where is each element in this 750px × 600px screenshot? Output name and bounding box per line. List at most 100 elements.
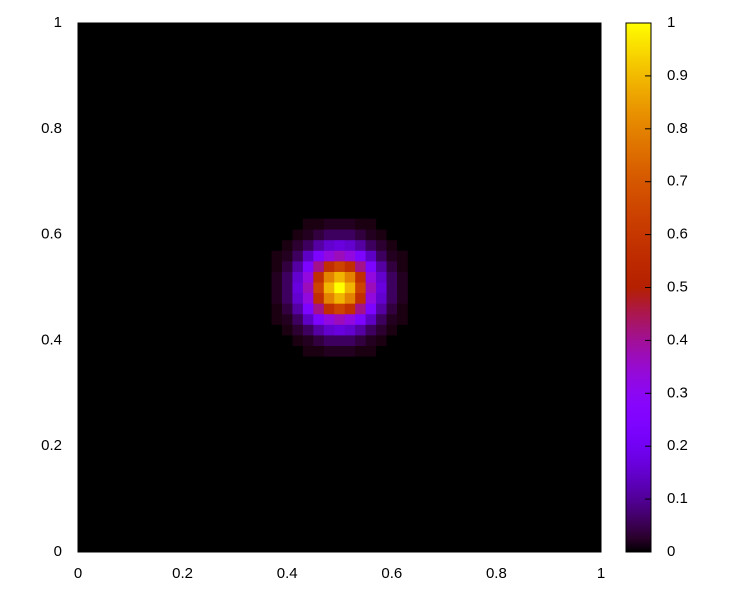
x-tick-label: 0 [74, 565, 82, 582]
heatmap-cell [281, 271, 293, 283]
heatmap-cell [355, 292, 366, 304]
heatmap-cell [334, 335, 346, 346]
x-tick-label: 1 [597, 565, 605, 582]
heatmap-cell [376, 292, 387, 304]
heatmap-cell [365, 229, 377, 241]
heatmap-cell [302, 345, 314, 357]
x-tick-label: 0.8 [486, 565, 507, 582]
heatmap-cell [355, 218, 366, 230]
heatmap-cell [334, 271, 346, 283]
heatmap-cell [397, 345, 408, 357]
heatmap-cell [302, 229, 314, 241]
heatmap-cell [376, 239, 387, 251]
heatmap-cell [271, 250, 283, 262]
heatmap-cell [323, 239, 335, 251]
colorbar-tick-label: 0.8 [667, 120, 688, 137]
heatmap-cell [281, 324, 293, 336]
heatmap-cell [397, 313, 408, 325]
heatmap-cell [344, 250, 356, 262]
heatmap-cell [323, 324, 335, 336]
heatmap-cell [281, 313, 293, 325]
colorbar-tick-label: 0.4 [667, 331, 688, 348]
colorbar-tick-label: 0.7 [667, 173, 688, 190]
heatmap-cell [365, 218, 377, 230]
x-tick-label: 0.6 [381, 565, 402, 582]
heatmap-cell [386, 261, 398, 272]
heatmap-cell [334, 229, 346, 241]
heatmap-cell [355, 229, 366, 241]
heatmap-cell [397, 218, 408, 230]
y-tick-label: 0 [54, 543, 62, 560]
heatmap-cell [397, 229, 408, 241]
heatmap-cell [376, 303, 387, 315]
heatmap-cell [334, 239, 346, 251]
heatmap-cell [334, 313, 346, 325]
heatmap-cell [292, 271, 304, 283]
heatmap-cell [344, 229, 356, 241]
heatmap-cell [323, 250, 335, 262]
heatmap-cell [334, 292, 346, 304]
heatmap-cell [271, 324, 283, 336]
heatmap-cell [271, 239, 283, 251]
heatmap-cell [376, 335, 387, 346]
heatmap-cell [313, 313, 325, 325]
heatmap-cell [281, 218, 293, 230]
heatmap-cell [355, 261, 366, 272]
heatmap-cell [323, 218, 335, 230]
heatmap-cell [302, 335, 314, 346]
heatmap-cell [365, 292, 377, 304]
heatmap-cell [365, 282, 377, 294]
heatmap-cell [292, 239, 304, 251]
heatmap-cell [313, 335, 325, 346]
heatmap-cell [386, 303, 398, 315]
heatmap-cell [313, 261, 325, 272]
heatmap-cell [344, 271, 356, 283]
heatmap-cell [386, 345, 398, 357]
heatmap-cell [344, 239, 356, 251]
heatmap-cell [302, 324, 314, 336]
heatmap-cell [355, 324, 366, 336]
heatmap-cell [302, 292, 314, 304]
heatmap-cell [313, 239, 325, 251]
heatmap-cell [397, 335, 408, 346]
heatmap-cell [386, 282, 398, 294]
colorbar-tick-label: 1 [667, 14, 675, 31]
heatmap-cell [313, 324, 325, 336]
heatmap-cell [355, 313, 366, 325]
heatmap-cell [313, 303, 325, 315]
y-tick-label: 0.2 [41, 437, 62, 454]
heatmap-cell [334, 345, 346, 357]
heatmap-cell [302, 313, 314, 325]
heatmap-cell [281, 292, 293, 304]
heatmap-cell [365, 261, 377, 272]
heatmap-cell [355, 239, 366, 251]
heatmap-cell [365, 313, 377, 325]
heatmap-cell [376, 261, 387, 272]
heatmap-cell [386, 335, 398, 346]
heatmap-cell [313, 218, 325, 230]
heatmap-cell [292, 250, 304, 262]
heatmap-cell [302, 303, 314, 315]
heatmap-cell [281, 303, 293, 315]
heatmap-cell [386, 292, 398, 304]
heatmap-cell [386, 271, 398, 283]
heatmap-cell [365, 250, 377, 262]
heatmap-cell [365, 335, 377, 346]
heatmap-cell [376, 229, 387, 241]
heatmap-cell [271, 313, 283, 325]
heatmap-cell [334, 303, 346, 315]
heatmap-cell [386, 239, 398, 251]
colorbar-tick-label: 0.3 [667, 384, 688, 401]
heatmap-cell [397, 250, 408, 262]
heatmap-cell [271, 292, 283, 304]
plot-border [77, 22, 602, 553]
heatmap-cell [281, 261, 293, 272]
heatmap-cell [281, 335, 293, 346]
heatmap-cell [313, 250, 325, 262]
heatmap-cell [397, 303, 408, 315]
heatmap-cell [365, 303, 377, 315]
heatmap-cell [292, 335, 304, 346]
heatmap-cell [376, 345, 387, 357]
heatmap-cell [334, 324, 346, 336]
